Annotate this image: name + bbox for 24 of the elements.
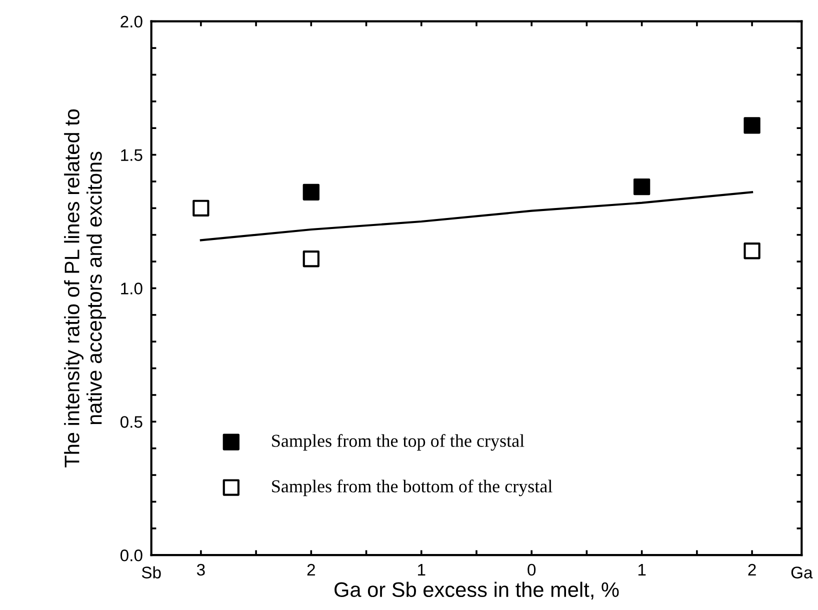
x-tick-label: 2 <box>748 564 756 576</box>
y-tick-label: 2.0 <box>120 16 142 28</box>
text: Sb <box>142 566 161 578</box>
y-tick-label: 0.5 <box>120 416 142 428</box>
y-axis-title: The intensity ratio of PL lines related to native acceptors and excitons <box>64 109 106 468</box>
point <box>744 242 760 260</box>
y-tick-label: 1.5 <box>121 149 142 161</box>
x-tick-label: 1 <box>638 564 646 576</box>
point <box>633 178 650 196</box>
y-tick-label: 0.0 <box>120 550 142 562</box>
x-tick-label: 1 <box>418 564 426 576</box>
point <box>302 250 320 268</box>
legend-label: Samples from the top of the crystal <box>272 434 524 451</box>
legend-label: Samples from the bottom of the crystal <box>272 480 552 496</box>
point <box>302 184 320 200</box>
x-tick-label: 3 <box>196 564 205 576</box>
point <box>744 117 760 134</box>
x-tick-label: 2 <box>307 564 315 576</box>
x-tick-label: 0 <box>528 564 536 576</box>
line-series <box>200 191 754 242</box>
x-axis-title: Ga or Sb excess in the melt, % <box>334 582 619 600</box>
text: Ga <box>791 566 813 578</box>
y-tick-label: 1.0 <box>121 282 142 294</box>
point <box>192 200 210 216</box>
